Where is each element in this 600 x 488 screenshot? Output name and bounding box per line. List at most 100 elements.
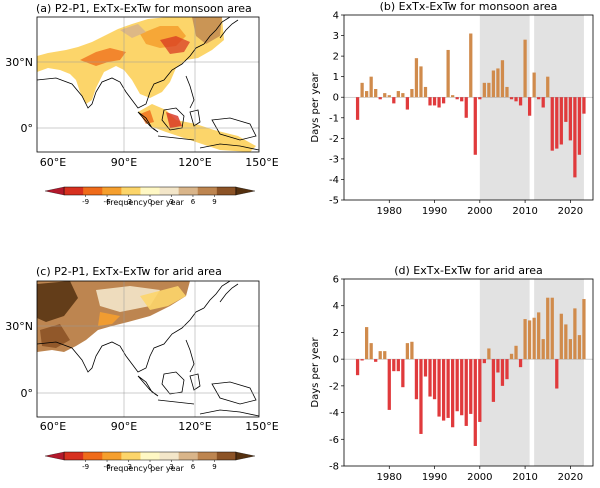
coastline-sulawesi-c — [189, 373, 201, 391]
lon-label-120e-c: 120°E — [178, 420, 211, 433]
bar-chart-arid: -8 -6 -4 -2 0 2 4 6 1980 1990 2000 2010 2020 (d) ExTx… — [310, 264, 594, 483]
bar-2005 — [500, 359, 505, 386]
lon-label-90e-c: 90°E — [111, 420, 137, 433]
colorbar-swatch — [216, 187, 237, 195]
bar-1998 — [469, 359, 473, 414]
coastline-sulawesi — [189, 109, 201, 127]
bar-1993 — [446, 359, 450, 418]
coastline-java-c — [157, 399, 195, 405]
colorbar-swatch — [64, 452, 84, 460]
bar-2017 — [555, 97, 559, 149]
bar-2021 — [573, 308, 577, 360]
lon-label-60e-a: 60°E — [40, 156, 66, 169]
bar-2011 — [527, 320, 532, 360]
bar-1994 — [451, 359, 455, 428]
coastline-new-guinea — [211, 117, 257, 141]
bar-2022 — [577, 335, 582, 360]
bar-1990 — [432, 359, 437, 400]
bar-1991 — [437, 359, 441, 417]
y-tick-label: 3 — [333, 31, 339, 42]
anomaly-patch-tibet — [120, 24, 146, 38]
bar-2013 — [537, 312, 541, 360]
lon-label-150e-a: 150°E — [245, 156, 278, 169]
coastline-asia-south-c — [37, 307, 205, 373]
bar-1995 — [455, 359, 459, 412]
shaded-period-1 — [479, 279, 530, 466]
coastline-asia-south — [37, 43, 205, 109]
bar-2009 — [518, 359, 523, 368]
bar-1980 — [387, 359, 391, 410]
bar-1997 — [464, 97, 468, 118]
lat-label-30n-c: 30°N — [5, 320, 33, 333]
bar-2006 — [505, 359, 509, 380]
bar-2015 — [546, 297, 550, 360]
bar-1983 — [401, 359, 405, 388]
bar-1982 — [396, 359, 400, 372]
colorbar-swatch — [121, 452, 141, 460]
bar-1995 — [455, 97, 459, 100]
bar-1992 — [441, 359, 446, 421]
bar-2002 — [487, 82, 491, 98]
y-tick-label: 2 — [333, 328, 339, 339]
bar-1997 — [464, 359, 468, 426]
colorbar-swatch — [197, 452, 218, 460]
y-tick-label: -4 — [329, 175, 339, 186]
colorbar-tick-label: 6 — [191, 463, 196, 471]
colorbar-tick-label: 3 — [169, 463, 173, 471]
map-border-c — [36, 280, 260, 418]
shaded-period-2 — [534, 279, 584, 466]
bar-2008 — [514, 345, 518, 360]
bar-1996 — [460, 97, 464, 102]
colorbar-extend-low — [44, 451, 65, 461]
y-tick-label: 2 — [333, 52, 339, 63]
anomaly-patch-india-north — [80, 48, 126, 66]
colorbar-tick-label: -9 — [82, 463, 89, 471]
coastline-australia-c — [199, 409, 259, 417]
bar-1992 — [441, 97, 446, 104]
bar-1983 — [401, 93, 405, 98]
colorbar-tick-label: 6 — [191, 198, 196, 206]
bar-2009 — [518, 97, 523, 106]
bar-1987 — [419, 66, 423, 98]
colorbar-swatch — [83, 187, 103, 195]
bar-2001 — [482, 359, 486, 364]
bar-1986 — [414, 58, 419, 98]
bar-2000 — [478, 97, 482, 100]
map-title-c: (c) P2-P1, ExTx-ExTw for arid area — [36, 265, 222, 278]
colorbar-a: -9 -6 -3 0 3 6 9 — [44, 186, 256, 206]
colorbar-swatch — [121, 187, 141, 195]
x-tick-label: 2010 — [512, 206, 537, 217]
y-tick-label: 4 — [333, 301, 339, 312]
plot-frame — [343, 14, 594, 201]
coastline-borneo-c — [161, 371, 185, 395]
bar-1985 — [410, 89, 414, 98]
bar-1985 — [410, 341, 414, 360]
colorbar-swatch — [178, 452, 199, 460]
bar-1974 — [360, 359, 364, 361]
bar-1981 — [392, 359, 396, 372]
lon-label-90e-a: 90°E — [111, 156, 137, 169]
bar-2016 — [550, 97, 554, 151]
lon-label-60e-c: 60°E — [40, 420, 66, 433]
bar-2021 — [573, 97, 577, 178]
anomaly-patch-borneo — [166, 112, 182, 128]
shaded-period-1 — [479, 15, 530, 200]
bar-1990 — [432, 97, 437, 106]
bar-2014 — [541, 339, 545, 360]
bar-1976 — [369, 343, 373, 360]
bar-2014 — [541, 97, 545, 108]
colorbar-tick-label: -6 — [104, 463, 112, 471]
colorbar-swatch — [64, 187, 84, 195]
y-tick-label: 4 — [333, 11, 339, 22]
bar-2008 — [514, 97, 518, 102]
chart-title: (b) ExTx-ExTw for monsoon area — [380, 0, 558, 13]
bar-1984 — [405, 97, 410, 110]
bar-1979 — [383, 93, 387, 98]
bar-1978 — [378, 97, 382, 100]
bar-chart-monsoon: -5 -4 -3 -2 -1 0 1 2 3 4 1980 1990 2000 2010 2020 (b) E… — [310, 0, 594, 217]
bar-1993 — [446, 49, 450, 98]
bar-2022 — [577, 97, 582, 155]
colorbar-label-c: Frequency per year — [106, 464, 184, 473]
chart-title: (d) ExTx-ExTw for arid area — [394, 264, 543, 277]
